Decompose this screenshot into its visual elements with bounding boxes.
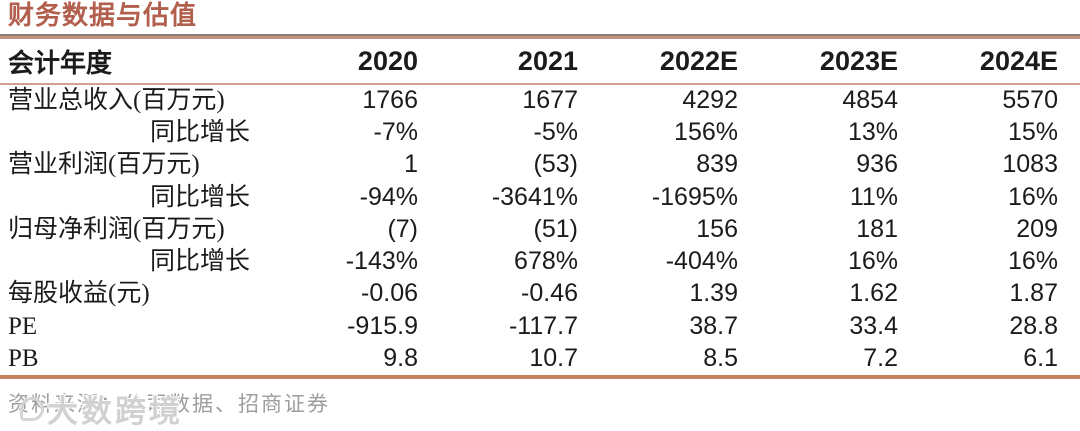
cell-value: 16% <box>1007 247 1058 276</box>
header-year-2024e: 2024E <box>979 45 1058 76</box>
cell-value: -1695% <box>651 182 738 211</box>
cell-value: 209 <box>1016 214 1058 243</box>
cell-value: 678% <box>514 247 578 276</box>
cell-value: -0.46 <box>521 279 578 308</box>
cell-value: -915.9 <box>347 311 418 340</box>
table-row-operating-profit: 营业利润(百万元) 1 (53) 839 936 1083 <box>0 149 1080 181</box>
cell-value: 936 <box>856 150 898 179</box>
cell-value: 16% <box>847 247 898 276</box>
table-row-pb: PB 9.8 10.7 8.5 7.2 6.1 <box>0 342 1080 374</box>
financial-table-wrap: 会计年度 2020 2021 2022E 2023E 2024E 营业总收入(百… <box>0 39 1080 379</box>
cell-value: 7.2 <box>863 344 898 373</box>
financial-table: 会计年度 2020 2021 2022E 2023E 2024E 营业总收入(百… <box>0 39 1080 375</box>
header-year-2021: 2021 <box>517 45 578 76</box>
header-fiscal-year-label: 会计年度 <box>8 48 113 78</box>
row-label: 同比增长 <box>149 248 250 276</box>
cell-value: 1.62 <box>849 279 898 308</box>
page-title: 财务数据与估值 <box>8 1 198 30</box>
table-top-rule <box>0 34 1080 39</box>
cell-value: -117.7 <box>508 311 578 340</box>
cell-value: -0.06 <box>361 279 418 308</box>
row-label: 同比增长 <box>149 183 250 211</box>
cell-value: 28.8 <box>1009 311 1058 340</box>
cell-value: (53) <box>533 150 578 179</box>
table-row-net-profit: 归母净利润(百万元) (7) (51) 156 181 209 <box>0 213 1080 245</box>
cell-value: 1083 <box>1002 150 1058 179</box>
table-row-operating-profit-yoy-growth: 同比增长 -94% -3641% -1695% 11% 16% <box>0 181 1080 213</box>
cell-value: 156 <box>696 214 738 243</box>
row-label: 同比增长 <box>149 118 250 146</box>
cell-value: -143% <box>345 247 418 276</box>
cell-value: 13% <box>847 117 898 146</box>
cell-value: -94% <box>359 182 418 211</box>
row-label: PE <box>8 312 38 340</box>
cell-value: 33.4 <box>849 311 898 340</box>
table-row-total-revenue: 营业总收入(百万元) 1766 1677 4292 4854 5570 <box>0 84 1080 116</box>
cell-value: 839 <box>696 150 738 179</box>
top-rule-dark-line <box>0 34 1080 36</box>
cell-value: 1.87 <box>1009 279 1058 308</box>
cell-value: 15% <box>1007 117 1058 146</box>
row-label: PB <box>8 345 39 373</box>
cell-value: 1766 <box>362 86 418 115</box>
source-note: 资料来源：公司数据、招商证券 <box>8 391 330 416</box>
cell-value: -7% <box>373 117 418 146</box>
table-row-eps: 每股收益(元) -0.06 -0.46 1.39 1.62 1.87 <box>0 278 1080 310</box>
cell-value: (51) <box>533 214 578 243</box>
cell-value: 16% <box>1007 182 1058 211</box>
table-row-net-profit-yoy-growth: 同比增长 -143% 678% -404% 16% 16% <box>0 245 1080 277</box>
cell-value: 1.39 <box>689 279 738 308</box>
top-rule-brown-line <box>0 36 1080 39</box>
cell-value: 5570 <box>1002 86 1058 115</box>
row-label: 每股收益(元) <box>8 280 150 308</box>
header-year-2020: 2020 <box>357 45 418 76</box>
header-year-2022e: 2022E <box>659 45 738 76</box>
cell-value: 38.7 <box>689 311 738 340</box>
table-header-row: 会计年度 2020 2021 2022E 2023E 2024E <box>0 39 1080 84</box>
row-label: 营业总收入(百万元) <box>8 87 225 115</box>
cell-value: -3641% <box>491 182 578 211</box>
cell-value: 10.7 <box>529 344 578 373</box>
cell-value: 8.5 <box>703 344 738 373</box>
cell-value: 4292 <box>682 86 738 115</box>
cell-value: 9.8 <box>383 344 418 373</box>
table-row-pe: PE -915.9 -117.7 38.7 33.4 28.8 <box>0 310 1080 342</box>
cell-value: 6.1 <box>1023 344 1058 373</box>
cell-value: -404% <box>665 247 738 276</box>
cell-value: (7) <box>387 214 418 243</box>
cell-value: -5% <box>533 117 578 146</box>
row-label: 营业利润(百万元) <box>8 151 200 179</box>
cell-value: 11% <box>849 182 898 211</box>
cell-value: 1677 <box>522 86 578 115</box>
cell-value: 1 <box>404 150 418 179</box>
cell-value: 4854 <box>842 86 898 115</box>
row-label: 归母净利润(百万元) <box>8 215 225 243</box>
cell-value: 156% <box>674 117 738 146</box>
table-row-revenue-yoy-growth: 同比增长 -7% -5% 156% 13% 15% <box>0 116 1080 148</box>
cell-value: 181 <box>856 214 898 243</box>
header-year-2023e: 2023E <box>819 45 898 76</box>
